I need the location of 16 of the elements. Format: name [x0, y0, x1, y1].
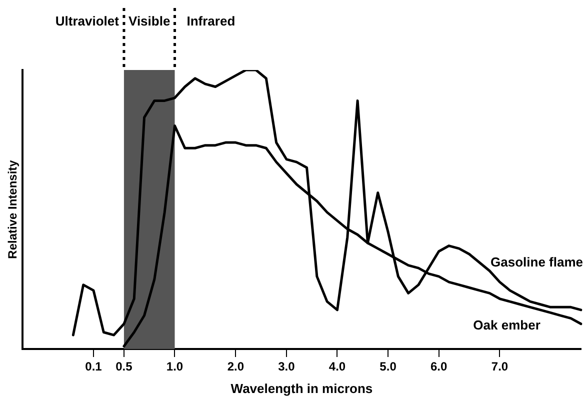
x-axis-title: Wavelength in microns: [230, 380, 373, 396]
series-label: Gasoline flame: [490, 254, 584, 270]
x-tick-label: 7.0: [491, 360, 508, 374]
x-tick-label: 3.0: [278, 360, 296, 374]
text: Ultraviolet: [55, 14, 120, 29]
y-axis-title: Relative Intensity: [6, 160, 20, 259]
band-label: Visible: [128, 14, 170, 29]
x-tick-label: 4.0: [328, 360, 346, 374]
x-tick-label: 1.0: [166, 360, 184, 374]
x-tick-label: 2.0: [227, 360, 244, 374]
x-tick-label: 0.5: [116, 360, 133, 374]
x-tick-label: 0.1: [85, 360, 102, 374]
text: Infrared: [186, 14, 236, 29]
x-tick-label: 6.0: [430, 360, 448, 374]
series-label: Oak ember: [473, 318, 540, 333]
x-tick-label: 5.0: [380, 360, 397, 374]
